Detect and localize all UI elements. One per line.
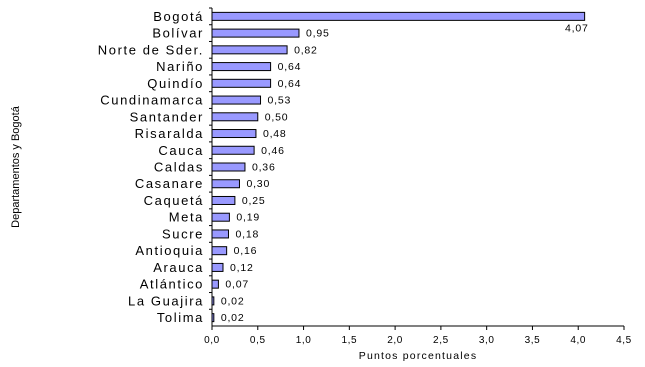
category-label: Meta <box>169 210 204 225</box>
bar <box>211 129 257 139</box>
bar <box>211 145 255 155</box>
bar <box>211 246 228 256</box>
category-label: Nariño <box>156 59 204 74</box>
x-tick-label: 0,0 <box>204 335 220 346</box>
x-tick-label: 2,0 <box>387 335 403 346</box>
bar <box>211 45 288 55</box>
data-label: 0,46 <box>261 145 285 157</box>
category-label: Caquetá <box>144 193 204 208</box>
x-tick-label: 3,5 <box>525 335 541 346</box>
category-label: Antioquia <box>135 243 204 258</box>
data-label: 0,25 <box>242 195 266 207</box>
bars <box>211 11 586 323</box>
category-label: Bogotá <box>153 9 204 24</box>
bar <box>211 28 300 38</box>
data-label: 0,30 <box>246 178 270 190</box>
category-label: Casanare <box>135 176 204 191</box>
data-label: 0,02 <box>221 312 245 324</box>
data-label: 0,64 <box>278 78 302 90</box>
category-label: Arauca <box>153 260 204 275</box>
data-label: 0,16 <box>234 245 258 257</box>
data-label: 0,48 <box>263 128 287 140</box>
bar <box>211 262 224 272</box>
data-label: 0,64 <box>278 61 302 73</box>
bar <box>211 11 586 21</box>
x-tick-label: 3,0 <box>479 335 495 346</box>
bar <box>211 279 219 289</box>
category-label: Caldas <box>154 160 204 175</box>
bar <box>211 112 259 122</box>
data-label: 0,19 <box>236 212 260 224</box>
x-tick-label: 2,5 <box>433 335 449 346</box>
bar <box>211 78 272 88</box>
category-label: Santander <box>130 109 204 124</box>
category-label: Quindío <box>147 76 204 91</box>
category-label: Atlántico <box>140 277 204 292</box>
x-axis-title: Puntos porcentuales <box>359 350 478 362</box>
x-axis-ticks: 0,0 0,5 1,0 1,5 2,0 2,5 3,0 3,5 4,0 4,5 <box>204 7 632 346</box>
data-label: 4,07 <box>565 22 589 34</box>
category-label: Risaralda <box>135 126 204 141</box>
value-labels: 4,07 0,95 0,82 0,64 0,64 0,53 0,50 0,48 0,46 0,36… <box>221 22 589 324</box>
category-label: Norte de Sder. <box>98 42 204 57</box>
data-label: 0,02 <box>221 295 245 307</box>
x-tick-label: 1,0 <box>296 335 312 346</box>
x-tick-label: 4,0 <box>570 335 586 346</box>
category-label: Bolívar <box>152 26 204 41</box>
data-label: 0,82 <box>294 44 318 56</box>
category-label: Cundinamarca <box>100 93 204 108</box>
category-label: Sucre <box>162 226 204 241</box>
data-label: 0,36 <box>252 162 276 174</box>
data-label: 0,53 <box>268 95 292 107</box>
bar <box>211 229 229 239</box>
x-tick-label: 4,5 <box>616 335 632 346</box>
category-label: La Guajira <box>128 293 204 308</box>
bar <box>211 212 230 222</box>
data-label: 0,07 <box>225 279 249 291</box>
bar <box>211 179 240 189</box>
data-label: 0,50 <box>265 111 289 123</box>
data-label: 0,18 <box>235 228 259 240</box>
bar <box>211 95 262 105</box>
category-label: Cauca <box>158 143 204 158</box>
data-label: 0,95 <box>306 28 330 40</box>
bar <box>211 62 272 72</box>
x-tick-label: 1,5 <box>341 335 357 346</box>
bar <box>211 162 246 172</box>
bar <box>211 195 236 205</box>
category-label: Tolima <box>157 310 204 325</box>
y-axis-title: Departamentos y Bogotá <box>10 105 22 228</box>
x-tick-label: 0,5 <box>250 335 266 346</box>
data-label: 0,12 <box>230 262 254 274</box>
